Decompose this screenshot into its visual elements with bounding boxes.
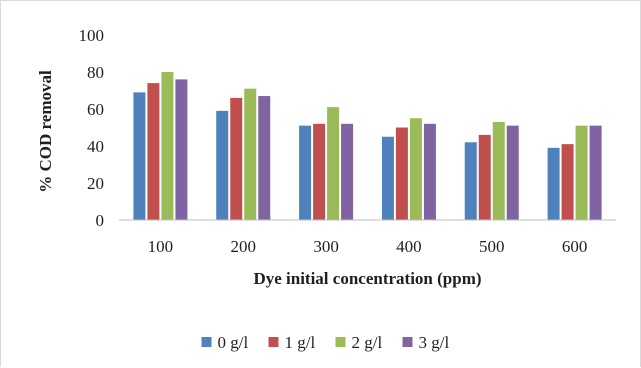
y-tick-label: 60: [87, 100, 104, 119]
x-tick-label: 100: [148, 237, 174, 256]
bar: [133, 92, 146, 220]
legend-label: 0 g/l: [218, 333, 249, 352]
bar: [506, 125, 519, 220]
x-axis-title: Dye initial concentration (ppm): [253, 269, 481, 288]
bar: [147, 83, 160, 220]
x-tick-label: 600: [562, 237, 588, 256]
bar: [341, 123, 354, 220]
y-tick-labels: 0 20 40 60 80 100: [79, 26, 105, 230]
bar: [409, 118, 422, 220]
bar: [244, 88, 257, 221]
x-tick-label: 500: [479, 237, 505, 256]
bar: [478, 134, 491, 220]
bar: [216, 110, 229, 220]
y-tick-label: 80: [87, 63, 104, 82]
bar: [381, 136, 394, 220]
y-tick-label: 0: [96, 211, 105, 230]
bar: [561, 144, 574, 220]
y-tick-label: 40: [87, 137, 104, 156]
x-tick-label: 300: [313, 237, 339, 256]
bar: [327, 107, 340, 220]
bar: [313, 123, 326, 220]
bar: [258, 96, 271, 220]
y-axis-title: % COD removal: [36, 70, 55, 193]
legend-label: 3 g/l: [419, 333, 450, 352]
legend-swatch: [335, 337, 346, 347]
x-tick-labels: 100 200 300 400 500 600: [148, 237, 588, 256]
legend-swatch: [402, 337, 413, 347]
legend-label: 1 g/l: [285, 333, 316, 352]
bars-group: [133, 72, 602, 221]
bar: [423, 123, 436, 220]
x-tick-label: 200: [231, 237, 257, 256]
legend: 0 g/l 1 g/l 2 g/l 3 g/l: [201, 333, 450, 352]
y-tick-label: 20: [87, 174, 104, 193]
bar: [230, 97, 243, 220]
bar: [299, 125, 312, 220]
bar: [589, 125, 602, 220]
bar: [547, 147, 560, 220]
bar: [492, 121, 505, 220]
x-tick-label: 400: [396, 237, 422, 256]
bar: [395, 127, 408, 220]
legend-swatch: [201, 337, 212, 347]
legend-label: 2 g/l: [352, 333, 383, 352]
y-tick-label: 100: [79, 26, 105, 45]
legend-swatch: [268, 337, 279, 347]
bar: [175, 79, 188, 221]
bar: [464, 142, 477, 220]
bar: [161, 72, 174, 220]
bar: [575, 125, 588, 220]
